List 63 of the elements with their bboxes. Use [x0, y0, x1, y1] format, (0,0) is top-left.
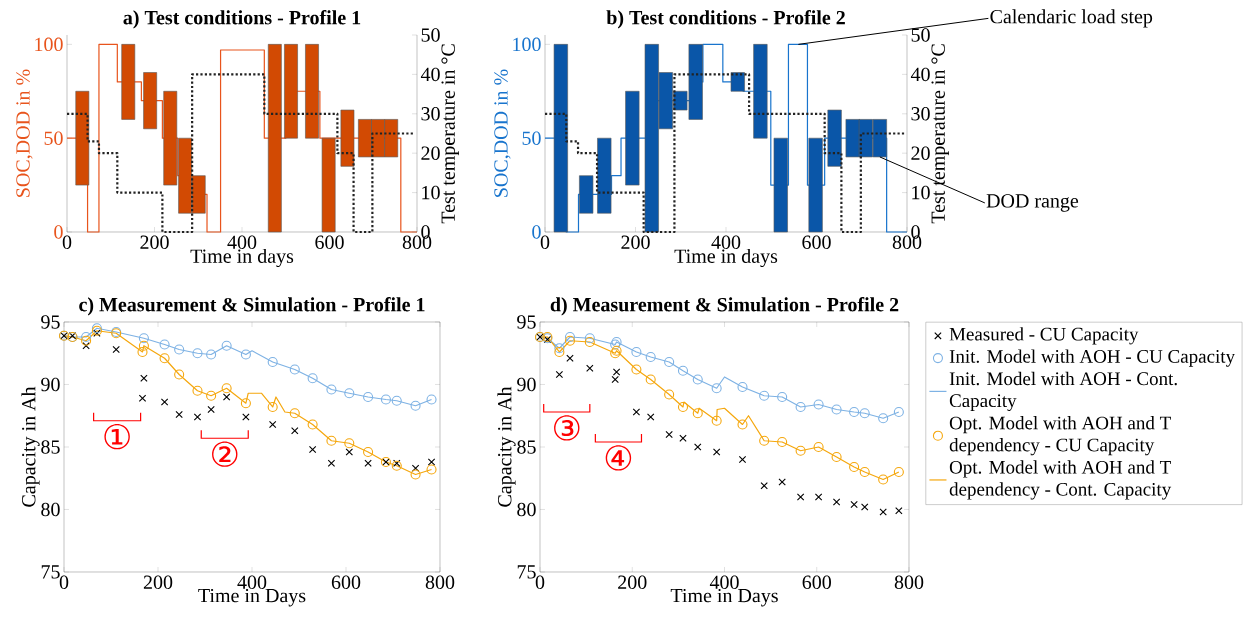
y-tick-label: 0: [54, 225, 63, 239]
y2-tick-label: 20: [421, 146, 440, 160]
y-tick-label: 100: [35, 37, 63, 52]
y-tick-label: 90: [517, 377, 536, 392]
chart-title: b) Test conditions - Profile 2: [606, 10, 845, 29]
y2-tick-label: 30: [911, 107, 930, 121]
y2-tick-label: 50: [911, 28, 930, 42]
annotation: ①: [104, 423, 130, 450]
x-tick-label: 800: [425, 575, 455, 590]
y2-axis-title: Test temperature in °C: [931, 44, 949, 224]
y-axis-title: Capacity in Ah: [21, 386, 40, 507]
y-tick-label: 95: [41, 315, 60, 329]
y-tick-label: 80: [41, 502, 60, 517]
y2-tick-label: 10: [422, 185, 440, 200]
x-tick-label: 600: [802, 235, 831, 250]
x-tick-label: 600: [315, 235, 344, 250]
chart-title: c) Measurement & Simulation - Profile 1: [79, 297, 425, 316]
y-tick-label: 90: [41, 377, 60, 392]
x-tick-label: 600: [331, 575, 361, 590]
y-tick-label: 50: [522, 131, 541, 145]
y-axis-title: SOC,DOD in %: [494, 69, 511, 197]
x-axis-title: Time in Days: [670, 588, 778, 607]
y2-tick-label: 30: [421, 107, 440, 121]
x-tick-label: 400: [711, 235, 741, 250]
legend-label: Init. Model with AOH - CU Capacity: [949, 349, 1236, 367]
y2-tick-label: 20: [911, 146, 930, 160]
y-tick-label: 80: [517, 502, 536, 517]
x-tick-label: 400: [237, 575, 267, 590]
x-tick-label: 600: [802, 575, 831, 590]
annotation: ②: [212, 441, 238, 467]
y-axis-title: SOC,DOD in %: [16, 69, 33, 197]
y-tick-label: 50: [44, 131, 63, 145]
annotation: DOD range: [986, 194, 1079, 212]
x-tick-label: 200: [143, 575, 173, 590]
annotation: ④: [605, 445, 632, 471]
x-tick-label: 200: [621, 235, 650, 250]
y-tick-label: 100: [513, 37, 541, 52]
x-tick-label: 200: [618, 575, 647, 590]
chart-title: a) Test conditions - Profile 1: [123, 10, 361, 29]
y-tick-label: 0: [532, 225, 541, 239]
legend-label: Measured - CU Capacity: [949, 327, 1139, 345]
y2-axis-title: Test temperature in °C: [441, 44, 459, 224]
y-tick-label: 95: [517, 315, 536, 329]
x-tick-label: 800: [894, 575, 924, 590]
x-axis-title: Time in Days: [198, 588, 306, 607]
y2-tick-label: 50: [421, 28, 440, 42]
legend-label: Opt. Model with AOH and T dependency - CU Capacity: [949, 416, 1171, 456]
annotation: Calendaric load step: [990, 9, 1153, 28]
y-tick-label: 85: [517, 440, 536, 454]
annotation: ③: [554, 415, 580, 441]
y2-tick-label: 40: [420, 67, 440, 82]
y-axis-title: Capacity in Ah: [497, 386, 516, 507]
legend-label: Init. Model with AOH - Cont. Capacity: [949, 371, 1177, 412]
x-tick-label: 400: [227, 235, 257, 250]
x-tick-label: 200: [140, 235, 169, 250]
y-tick-label: 75: [517, 565, 536, 579]
chart-title: d) Measurement & Simulation - Profile 2: [550, 297, 899, 316]
legend-label: Opt. Model with AOH and T dependency - Cont. Capacity: [949, 460, 1172, 500]
y2-tick-label: 10: [912, 185, 930, 200]
y2-tick-label: 40: [910, 67, 930, 82]
x-tick-label: 400: [709, 575, 739, 590]
y-tick-label: 85: [41, 440, 60, 454]
y-tick-label: 75: [41, 565, 60, 579]
